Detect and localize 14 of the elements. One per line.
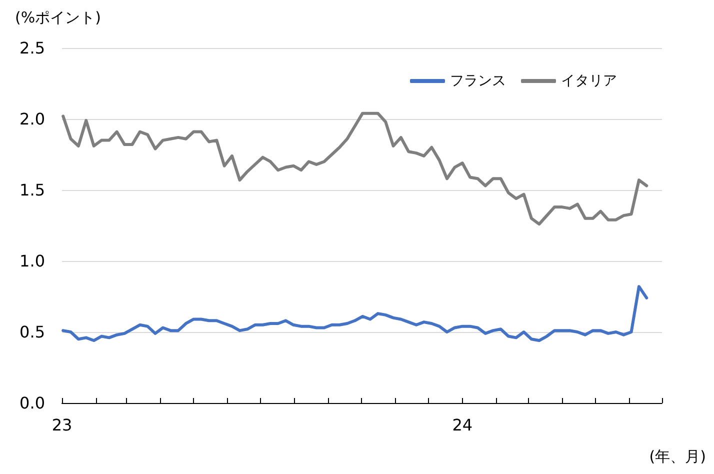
line-series (62, 112, 648, 226)
y-tick-label: 2.0 (20, 110, 45, 128)
x-axis-title: (年、月) (649, 448, 706, 466)
x-tick-label: 23 (52, 416, 72, 434)
y-tick-label: 1.5 (20, 180, 45, 200)
y-tick-label: 1.0 (20, 252, 45, 270)
legend-label: フランス (450, 73, 506, 89)
y-tick-label: 0.5 (20, 322, 45, 342)
legend-label: イタリア (561, 73, 617, 89)
line-series (62, 285, 648, 342)
y-tick-label: 0.0 (20, 394, 45, 412)
x-tick-label: 24 (452, 416, 473, 434)
y-tick-label: 2.5 (20, 38, 45, 58)
y-axis-title: (%ポイント) (15, 8, 101, 26)
